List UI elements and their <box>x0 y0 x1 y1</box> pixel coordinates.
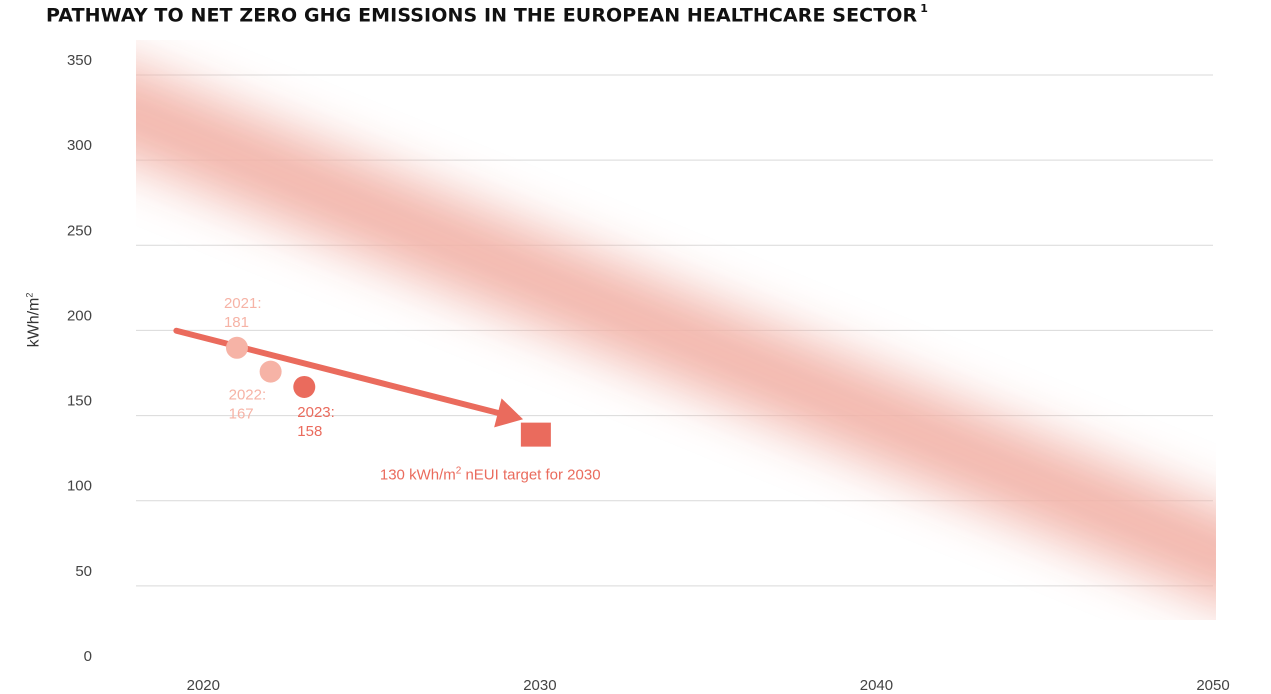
trend-arrow-shaft <box>173 327 501 416</box>
y-tick-0: 0 <box>84 648 92 665</box>
y-tick-200: 200 <box>67 307 92 324</box>
point-label-value-2022: 167 <box>229 406 254 423</box>
data-point-2022 <box>259 360 282 383</box>
pathway-band <box>136 67 1216 602</box>
target-label: 130 kWh/m2 nEUI target for 2030 <box>380 466 601 484</box>
point-label-value-2023: 158 <box>297 423 322 440</box>
y-tick-labels: 0 50 100 150 200 250 300 350 <box>67 52 92 665</box>
x-tick-2030: 2030 <box>523 677 556 694</box>
x-tick-2040: 2040 <box>860 677 893 694</box>
y-tick-250: 250 <box>67 222 92 239</box>
chart-title: PATHWAY TO NET ZERO GHG EMISSIONS IN THE… <box>46 2 929 27</box>
target-marker <box>520 422 551 447</box>
title-footnote: 1 <box>920 2 929 15</box>
data-point-2023 <box>293 375 316 398</box>
y-tick-150: 150 <box>67 393 92 410</box>
y-tick-300: 300 <box>67 137 92 154</box>
data-point-2021 <box>225 336 248 359</box>
point-label-value-2021: 181 <box>224 314 249 331</box>
target-label-sup: 2 <box>456 466 462 477</box>
point-label-year-2021: 2021: <box>224 295 262 312</box>
y-tick-100: 100 <box>67 478 92 495</box>
target-label-main: 130 kWh/m <box>380 467 456 484</box>
y-tick-50: 50 <box>75 563 92 580</box>
trend-arrow-head <box>494 398 524 428</box>
x-tick-2020: 2020 <box>187 677 220 694</box>
point-label-year-2023: 2023: <box>297 404 335 421</box>
data-marks: 130 kWh/m2 nEUI target for 2030 2021: 181 2… <box>173 295 601 484</box>
x-tick-labels: 2020 2030 2040 2050 <box>187 677 1230 694</box>
y-tick-350: 350 <box>67 52 92 69</box>
target-label-rest: nEUI target for 2030 <box>461 467 600 484</box>
pathway-band-layer <box>136 67 1216 602</box>
x-tick-2050: 2050 <box>1196 677 1229 694</box>
point-label-year-2022: 2022: <box>229 387 267 404</box>
